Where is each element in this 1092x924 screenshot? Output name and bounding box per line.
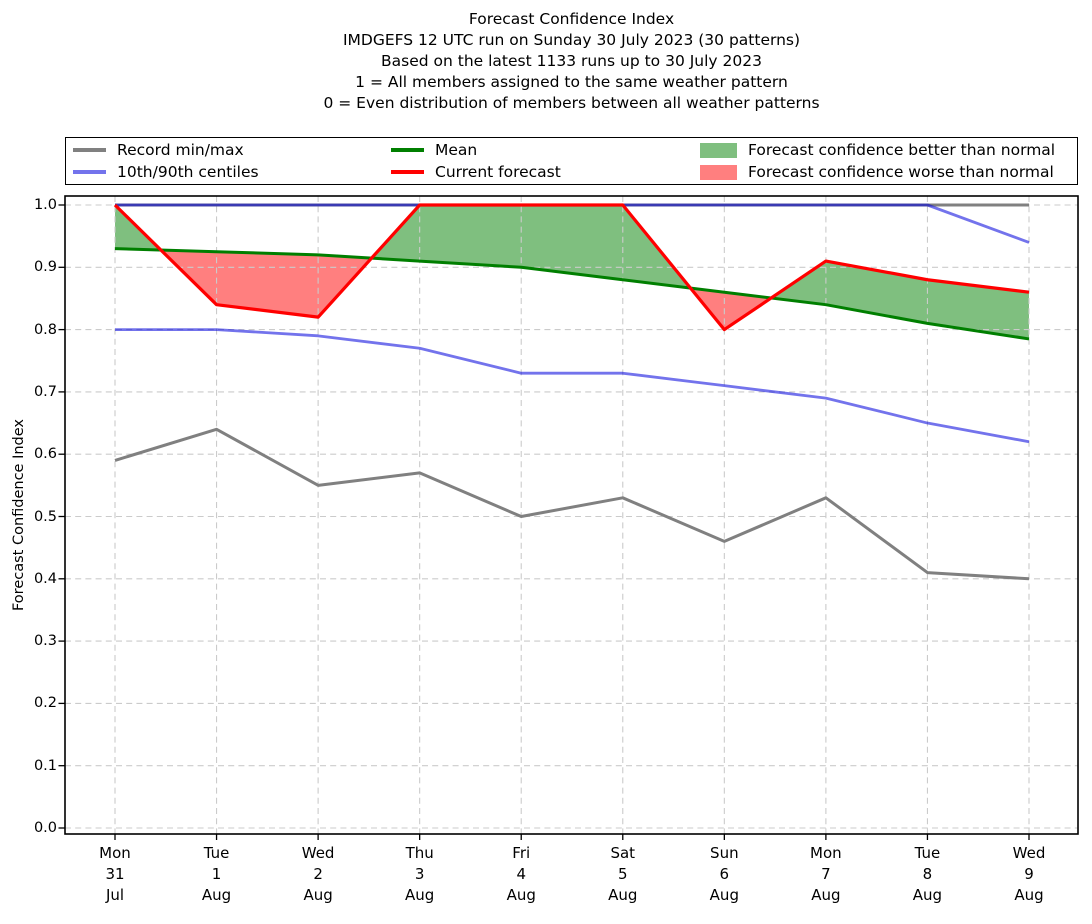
x-tick-line: 8 (922, 865, 933, 883)
x-tick-label: Thu 3 Aug (375, 843, 465, 906)
y-tick-label: 0.7 (33, 383, 57, 400)
legend-column-3: Forecast confidence better than normal Fo… (700, 139, 1055, 183)
x-tick-label: Sat 5 Aug (578, 843, 668, 906)
legend-item: Forecast confidence better than normal (700, 139, 1055, 161)
y-tick-label: 0.5 (33, 508, 57, 525)
x-tick-line: Sun (710, 844, 739, 862)
y-tick-label: 0.9 (33, 259, 57, 276)
legend-swatch-patch (700, 142, 737, 158)
x-tick-line: Fri (512, 844, 531, 862)
x-tick-line: 2 (313, 865, 323, 883)
x-tick-line: Aug (709, 886, 739, 904)
x-tick-line: Aug (912, 886, 943, 904)
x-tick-line: Aug (303, 886, 333, 904)
x-tick-line: 1 (211, 865, 222, 883)
legend-swatch-line (391, 148, 424, 152)
x-tick-line: 9 (1024, 865, 1034, 883)
x-tick-label: Fri 4 Aug (476, 843, 566, 906)
x-tick-line: 6 (719, 865, 730, 883)
legend-item: 10th/90th centiles (73, 161, 259, 183)
y-tick-label: 0.6 (33, 446, 57, 463)
x-tick-line: Sat (610, 844, 636, 862)
title-line-3: Based on the latest 1133 runs up to 30 J… (381, 52, 762, 70)
x-tick-line: 31 (105, 865, 125, 883)
title-line-5: 0 = Even distribution of members between… (323, 94, 820, 112)
x-tick-label: Wed 2 Aug (273, 843, 363, 906)
legend-item-label: Forecast confidence better than normal (748, 141, 1056, 159)
legend-swatch-line (73, 148, 106, 152)
x-tick-line: Tue (914, 844, 941, 862)
legend-swatch-patch (700, 164, 737, 180)
legend-item: Record min/max (73, 139, 259, 161)
title-line-1: Forecast Confidence Index (468, 10, 675, 28)
series-line-record_min (114, 427, 1030, 581)
x-tick-line: 7 (821, 865, 831, 883)
x-tick-line: Aug (811, 886, 841, 904)
legend-swatch-line (73, 170, 106, 174)
y-tick-label: 0.0 (33, 820, 57, 836)
y-tick-label: 0.3 (33, 633, 57, 650)
y-tick-label: 0.8 (33, 321, 57, 338)
x-tick-line: Aug (201, 886, 232, 904)
x-tick-line: 5 (617, 865, 628, 883)
chart-title-block: Forecast Confidence Index IMDGEFS 12 UTC… (65, 9, 1078, 114)
fill-region-worse (690, 288, 772, 330)
x-tick-label: Mon 7 Aug (781, 843, 871, 906)
title-line-2: IMDGEFS 12 UTC run on Sunday 30 July 202… (342, 31, 801, 49)
legend-item-label: Mean (435, 141, 478, 159)
series-line-mean (114, 247, 1030, 341)
x-tick-label: Tue 8 Aug (882, 843, 972, 906)
title-line-4: 1 = All members assigned to the same wea… (355, 73, 788, 91)
legend-item: Forecast confidence worse than normal (700, 161, 1055, 183)
x-tick-line: Aug (1014, 886, 1044, 904)
series-line-current (113, 203, 1030, 332)
x-tick-line: Wed (301, 844, 335, 862)
legend: Record min/max 10th/90th centiles Mean Cur… (65, 137, 1078, 185)
legend-item: Current forecast (391, 161, 561, 183)
x-tick-line: Wed (1012, 844, 1046, 862)
fill-region-better (771, 261, 1030, 339)
y-tick-label: 0.2 (33, 695, 57, 712)
legend-column-2: Mean Current forecast (391, 139, 561, 183)
x-tick-line: 3 (414, 865, 425, 883)
y-tick-label: 0.4 (33, 570, 57, 587)
x-tick-line: 4 (516, 865, 526, 883)
legend-item-label: Forecast confidence worse than normal (748, 163, 1054, 181)
fill-region-worse (160, 250, 372, 318)
legend-item-label: Current forecast (435, 163, 561, 181)
x-tick-line: Thu (405, 844, 434, 862)
legend-column-1: Record min/max 10th/90th centiles (73, 139, 259, 183)
x-tick-label: Wed 9 Aug (984, 843, 1074, 906)
x-tick-label: Mon 31 Jul (70, 843, 160, 906)
x-tick-line: Tue (203, 844, 230, 862)
legend-item-label: 10th/90th centiles (117, 163, 259, 181)
x-tick-line: Jul (105, 886, 125, 904)
x-tick-line: Mon (810, 844, 842, 862)
legend-item-label: Record min/max (117, 141, 244, 159)
x-tick-line: Aug (506, 886, 536, 904)
legend-item: Mean (391, 139, 561, 161)
plot-frame (64, 195, 1079, 835)
x-tick-line: Mon (99, 844, 131, 862)
legend-swatch-line (391, 170, 424, 174)
x-tick-line: Aug (405, 886, 435, 904)
y-tick-label: 1.0 (33, 197, 57, 213)
x-tick-line: Aug (608, 886, 638, 904)
x-tick-label: Sun 6 Aug (679, 843, 769, 906)
x-tick-label: Tue 1 Aug (172, 843, 262, 906)
series-line-centile_10 (115, 328, 1030, 444)
y-tick-label: 0.1 (33, 757, 57, 774)
